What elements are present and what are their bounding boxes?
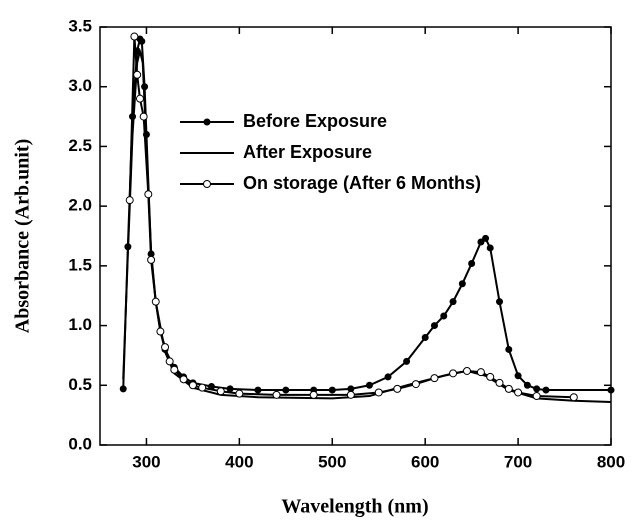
- legend-label: On storage (After 6 Months): [243, 173, 481, 193]
- data-point: [198, 383, 207, 392]
- data-point: [458, 280, 466, 288]
- data-point: [542, 386, 550, 394]
- data-point: [138, 37, 146, 45]
- legend-label: Before Exposure: [243, 111, 387, 131]
- data-point: [170, 365, 179, 374]
- data-point: [440, 312, 448, 320]
- data-point: [235, 389, 244, 398]
- data-point: [156, 327, 165, 336]
- x-tick-label: 400: [225, 452, 253, 471]
- data-point: [151, 297, 160, 306]
- legend-marker: [203, 118, 211, 126]
- y-tick-label: 2.5: [68, 136, 92, 155]
- data-point: [505, 345, 513, 353]
- data-point: [430, 374, 439, 383]
- data-point: [226, 385, 234, 393]
- data-point: [161, 343, 170, 352]
- data-point: [216, 387, 225, 396]
- data-point: [496, 298, 504, 306]
- data-point: [125, 196, 134, 205]
- legend-label: After Exposure: [243, 142, 372, 162]
- data-point: [346, 390, 355, 399]
- data-point: [607, 386, 615, 394]
- data-point: [328, 386, 336, 394]
- data-point: [476, 368, 485, 377]
- x-tick-label: 300: [132, 452, 160, 471]
- data-point: [462, 366, 471, 375]
- legend-marker: [203, 180, 211, 188]
- data-point: [188, 381, 197, 390]
- x-tick-label: 500: [318, 452, 346, 471]
- data-point: [119, 385, 127, 393]
- data-point: [468, 259, 476, 267]
- data-point: [486, 244, 494, 252]
- y-tick-label: 0.0: [68, 434, 92, 453]
- x-tick-label: 700: [504, 452, 532, 471]
- series-line: [122, 50, 612, 404]
- data-point: [411, 380, 420, 389]
- y-axis-label: Absorbance (Arb.unit): [12, 139, 34, 333]
- data-point: [347, 385, 355, 393]
- data-point: [282, 386, 290, 394]
- data-point: [374, 388, 383, 397]
- data-point: [486, 372, 495, 381]
- data-point: [514, 372, 522, 380]
- y-tick-label: 3.5: [68, 16, 92, 35]
- data-point: [254, 386, 262, 394]
- data-point: [449, 369, 458, 378]
- x-axis-label: Wavelength (nm): [281, 496, 428, 518]
- data-point: [179, 375, 188, 384]
- y-tick-label: 1.0: [68, 315, 92, 334]
- data-point: [365, 381, 373, 389]
- data-point: [130, 32, 139, 41]
- plot-frame: [99, 26, 612, 446]
- series-line: [122, 36, 611, 392]
- data-point: [147, 255, 156, 264]
- data-point: [430, 322, 438, 330]
- data-point: [272, 390, 281, 399]
- data-point: [514, 388, 523, 397]
- data-point: [393, 384, 402, 393]
- y-tick-label: 1.5: [68, 255, 92, 274]
- data-point: [421, 334, 429, 342]
- data-point: [504, 384, 513, 393]
- data-point: [139, 112, 148, 121]
- data-point: [403, 357, 411, 365]
- data-point: [569, 393, 578, 402]
- data-point: [449, 298, 457, 306]
- data-point: [495, 378, 504, 387]
- data-point: [309, 390, 318, 399]
- data-point: [482, 234, 490, 242]
- data-point: [133, 70, 142, 79]
- y-tick-label: 0.5: [68, 375, 92, 394]
- y-tick-label: 3.0: [68, 76, 92, 95]
- data-point: [144, 190, 153, 199]
- y-tick-label: 2.0: [68, 196, 92, 215]
- data-point: [135, 94, 144, 103]
- x-tick-label: 800: [597, 452, 625, 471]
- data-point: [532, 392, 541, 401]
- data-point: [523, 381, 531, 389]
- data-point: [533, 385, 541, 393]
- data-point: [384, 373, 392, 381]
- data-point: [165, 357, 174, 366]
- x-tick-label: 600: [411, 452, 439, 471]
